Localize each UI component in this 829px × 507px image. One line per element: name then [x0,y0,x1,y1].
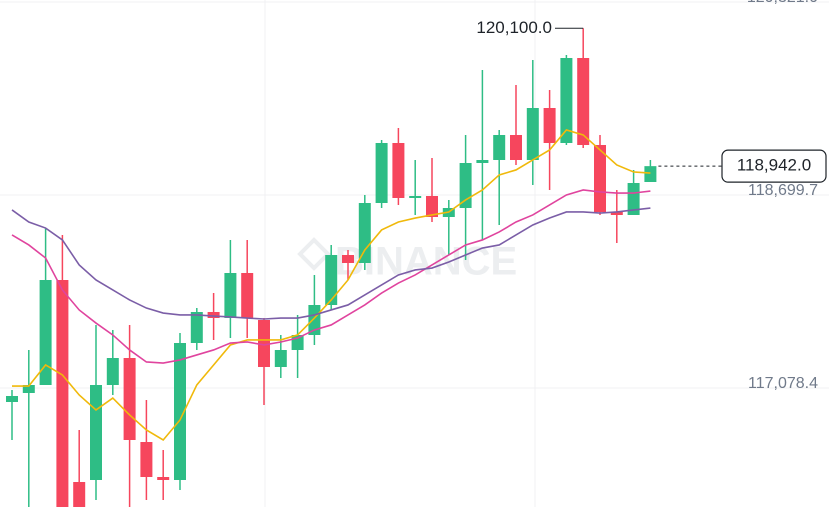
candle-body [342,255,354,263]
candle-body [644,166,657,182]
moving-average-line [11,189,651,364]
candle-body [207,312,220,318]
candle-body [510,135,522,160]
candle-body [73,482,86,507]
candle-body [526,108,539,160]
candle-body [594,145,606,212]
candle-body [543,108,556,143]
candle-body [90,385,102,480]
candle-body [190,312,203,343]
candle-body [174,343,186,480]
moving-average-line [11,207,651,320]
y-tick-label: 118,699.7 [748,182,818,199]
candle-body [157,477,170,480]
candle-body [140,442,153,477]
candle-body [258,320,270,367]
candle-body [459,163,472,208]
candle-body [308,305,321,335]
y-tick-label: 117,078.4 [748,375,818,392]
candle-body [224,273,237,318]
candle-body [577,58,590,145]
candle-body [375,143,388,203]
last-price-label: 118,942.0 [737,156,811,175]
max-label: 120,100.0 [476,18,552,37]
candle-body [56,280,69,507]
candle-body [560,58,573,143]
candle-body [358,203,371,263]
candle-body [610,212,623,215]
candle-body [39,280,52,385]
candle-body [476,160,489,163]
candle-body [22,385,35,393]
candle-body [274,350,287,367]
candle-body [627,183,640,215]
candle-body [123,358,136,440]
candle-body [426,196,438,217]
last-price-box [721,149,827,183]
candle-body [6,396,18,402]
watermark-logo [297,237,331,271]
candle-body [106,358,119,385]
candle-body [325,255,338,305]
y-tick-label: 120,321.0 [747,0,818,6]
moving-average-line [12,129,651,441]
candle-body [392,143,405,198]
candle-body [409,196,422,198]
candle-body [241,273,254,318]
candle-body [493,135,506,160]
